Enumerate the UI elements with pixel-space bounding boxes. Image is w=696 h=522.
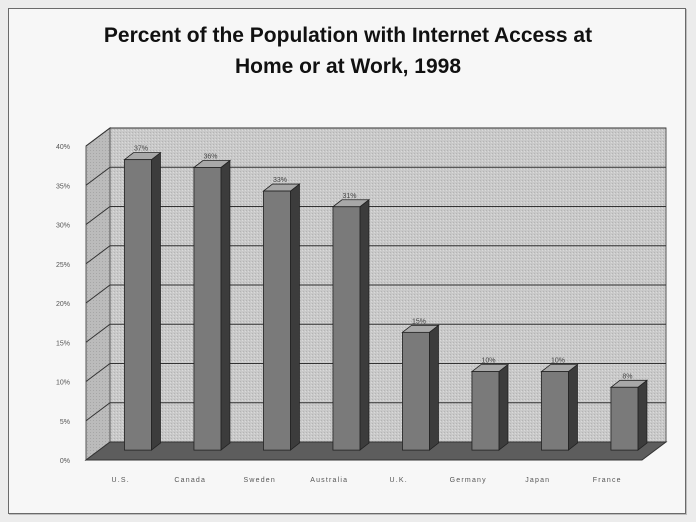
x-tick-label: Sweden <box>244 477 277 484</box>
gridline <box>85 206 666 225</box>
bar-value-label: 10% <box>551 358 565 365</box>
bar-value-label: 15% <box>412 318 426 325</box>
gridline <box>85 284 666 304</box>
bar: 15% <box>401 318 440 451</box>
bar-front <box>610 386 639 451</box>
y-tick-label: 40% <box>56 144 70 151</box>
bar-side <box>290 183 300 451</box>
x-tick-label: U.S. <box>112 477 130 484</box>
bar: 37% <box>123 146 162 451</box>
bar-front <box>263 190 291 451</box>
plot-walls <box>84 127 668 461</box>
bar-front <box>124 159 152 451</box>
bar-side <box>637 379 648 451</box>
y-tick-label: 35% <box>56 183 70 190</box>
bar-value-label: 33% <box>273 177 287 184</box>
bar-side <box>151 151 161 451</box>
bar-front <box>332 206 361 451</box>
bar-front <box>541 371 569 451</box>
y-tick-label: 25% <box>56 262 70 269</box>
x-axis-ticks: U.S. Canada Sweden Australia U.K. Germany Japa… <box>112 477 622 484</box>
bar-side <box>429 324 439 451</box>
bar-value-label: 37% <box>134 146 148 153</box>
bar-side <box>220 159 231 451</box>
bar: 33% <box>262 177 301 451</box>
y-tick-label: 15% <box>56 340 70 347</box>
y-tick-label: 20% <box>56 301 70 308</box>
y-tick-label: 5% <box>60 419 70 426</box>
bar-value-label: 31% <box>342 193 356 200</box>
x-tick-label: Germany <box>450 477 487 484</box>
chart-title-line-1: Percent of the Population with Internet … <box>103 24 593 47</box>
bar-side <box>498 363 509 451</box>
x-tick-label: U.K. <box>390 477 408 484</box>
bar: 8% <box>609 373 649 451</box>
bar-front <box>471 371 500 451</box>
bar-value-label: 10% <box>481 358 495 365</box>
chart-title-line-2: Home or at Work, 1998 <box>234 55 462 78</box>
x-tick-label: Japan <box>525 477 550 484</box>
chart-title: Percent of the Population with Internet … <box>0 20 696 82</box>
y-axis-ticks: 0% 5% 10% 15% 20% 25% 30% 35% 40% <box>56 144 70 465</box>
gridline <box>85 323 666 343</box>
y-tick-label: 10% <box>56 380 70 387</box>
y-tick-label: 0% <box>60 458 70 465</box>
x-tick-label: France <box>593 477 622 484</box>
bar: 31% <box>331 193 371 451</box>
floor <box>84 441 668 461</box>
bar-value-label: 36% <box>203 154 217 161</box>
bar-front <box>193 167 222 451</box>
x-tick-label: Australia <box>310 477 348 484</box>
gridline <box>85 245 666 265</box>
y-tick-label: 30% <box>56 223 70 230</box>
bar-value-label: 8% <box>622 373 632 380</box>
bar-front <box>402 331 430 451</box>
gridline <box>85 127 666 147</box>
gridline <box>85 166 666 186</box>
bar-side <box>568 363 578 451</box>
bar: 10% <box>540 358 579 451</box>
gridline <box>85 363 666 382</box>
bar: 10% <box>470 358 510 451</box>
bar: 36% <box>192 154 232 451</box>
bar-side <box>359 198 370 451</box>
x-tick-label: Canada <box>174 477 206 484</box>
bars: 37% 36% 33% 31% 15% 10% 10% 8% <box>123 146 649 451</box>
